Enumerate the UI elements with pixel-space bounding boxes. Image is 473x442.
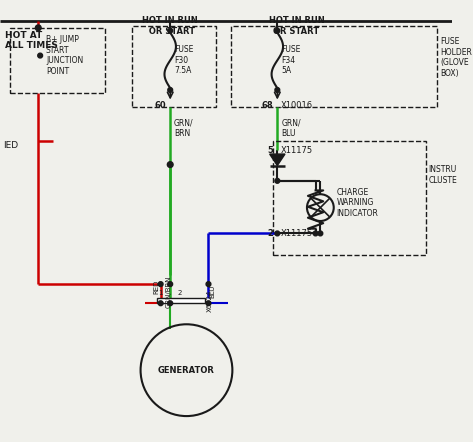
Circle shape [168, 28, 173, 33]
Circle shape [206, 282, 211, 286]
Text: 2: 2 [177, 290, 182, 296]
Text: GENERATOR: GENERATOR [158, 366, 215, 375]
Text: FUSE
F34
5A: FUSE F34 5A [281, 46, 300, 75]
Text: IED: IED [3, 141, 18, 150]
Text: X11175: X11175 [281, 146, 313, 155]
Circle shape [313, 231, 318, 236]
Circle shape [35, 25, 41, 30]
Text: X10016: X10016 [281, 101, 313, 110]
Text: FUSE
HOLDER
(GLOVE
BOX): FUSE HOLDER (GLOVE BOX) [440, 38, 472, 78]
Text: GRN/BRN: GRN/BRN [165, 275, 171, 308]
Text: INSTRU
CLUSTE: INSTRU CLUSTE [429, 165, 457, 185]
Circle shape [206, 301, 211, 305]
Text: HOT AT
ALL TIMES: HOT AT ALL TIMES [5, 30, 58, 50]
Text: 60: 60 [155, 101, 166, 110]
Text: 68: 68 [262, 101, 273, 110]
Text: X6524: X6524 [207, 289, 212, 312]
Bar [157, 297, 205, 303]
Text: 5: 5 [268, 146, 273, 155]
Text: B+ JUMP
START
JUNCTION
POINT: B+ JUMP START JUNCTION POINT [46, 35, 83, 76]
Text: X11175: X11175 [281, 229, 313, 238]
Text: RED: RED [154, 280, 160, 294]
Bar [272, 141, 426, 255]
Bar [132, 26, 216, 107]
Circle shape [318, 231, 323, 236]
Circle shape [168, 301, 173, 305]
Circle shape [168, 282, 173, 286]
Text: HOT IN RUN
OR START: HOT IN RUN OR START [269, 16, 324, 36]
Circle shape [38, 53, 43, 58]
Circle shape [275, 88, 280, 92]
Text: HOT IN RUN
 OR START: HOT IN RUN OR START [142, 16, 198, 36]
Text: 1: 1 [158, 290, 163, 296]
Text: GRN/
BLU: GRN/ BLU [281, 119, 301, 138]
Circle shape [275, 179, 280, 183]
Circle shape [168, 88, 173, 92]
Circle shape [158, 282, 163, 286]
Text: CHARGE
WARNING
INDICATOR: CHARGE WARNING INDICATOR [337, 188, 378, 218]
Polygon shape [270, 154, 285, 166]
Circle shape [167, 162, 173, 168]
Bar [9, 28, 105, 93]
Text: FUSE
F30
7.5A: FUSE F30 7.5A [174, 46, 193, 75]
Bar [231, 26, 437, 107]
Circle shape [275, 231, 280, 236]
Circle shape [275, 28, 280, 33]
Circle shape [158, 301, 163, 305]
Text: GRN/
BRN: GRN/ BRN [174, 119, 193, 138]
Text: 2: 2 [268, 229, 273, 238]
Text: BLU: BLU [209, 285, 215, 298]
